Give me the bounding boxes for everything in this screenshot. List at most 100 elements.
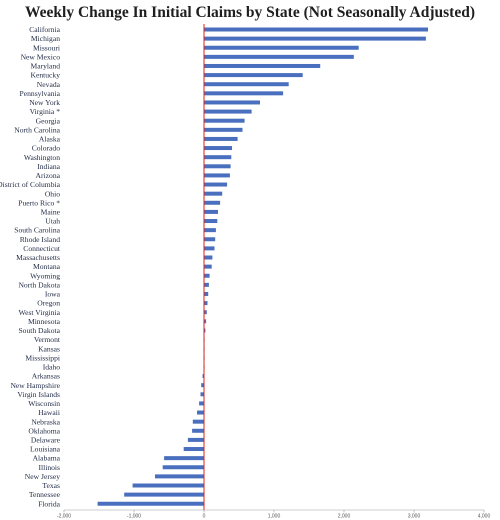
bar — [204, 310, 207, 315]
bar — [204, 63, 321, 68]
bar — [164, 456, 204, 461]
bar — [204, 228, 216, 233]
chart-title: Weekly Change In Initial Claims by State… — [25, 4, 475, 21]
category-label: Virginia * — [30, 107, 61, 116]
category-label: Maine — [41, 208, 61, 217]
category-label: Indiana — [37, 162, 60, 171]
bar — [204, 27, 428, 32]
bar — [192, 428, 204, 433]
bars-layer — [97, 27, 428, 506]
category-label: Puerto Rico * — [18, 198, 60, 207]
bar — [204, 200, 221, 205]
bar — [204, 146, 232, 151]
bar — [204, 136, 238, 141]
x-tick-label: 2,000 — [338, 514, 351, 520]
bar — [197, 410, 204, 415]
category-label: Minnesota — [28, 317, 61, 326]
bar — [204, 291, 209, 296]
bar — [204, 82, 289, 87]
category-label: Kansas — [38, 344, 60, 353]
x-tick-label: 3,000 — [408, 514, 421, 520]
category-label: Nebraska — [31, 417, 60, 426]
category-label: Oklahoma — [28, 426, 60, 435]
bar — [204, 246, 215, 251]
bar — [204, 328, 206, 333]
category-label: West Virginia — [19, 308, 61, 317]
category-label: California — [29, 25, 60, 34]
category-label: Tennessee — [29, 490, 61, 499]
category-label: Missouri — [33, 43, 60, 52]
bar — [204, 219, 218, 224]
bar — [204, 91, 284, 96]
category-label: Montana — [33, 262, 61, 271]
category-label: South Carolina — [14, 226, 60, 235]
bar — [204, 54, 354, 59]
category-label: South Dakota — [18, 326, 60, 335]
bar — [204, 273, 210, 278]
bar — [183, 447, 204, 452]
category-label: Ohio — [45, 189, 60, 198]
bar — [204, 109, 252, 114]
category-label: New York — [29, 98, 60, 107]
bar — [162, 465, 204, 470]
category-label: Florida — [38, 499, 61, 508]
category-label: Idaho — [43, 363, 60, 372]
category-label: Nevada — [37, 80, 61, 89]
category-label: Washington — [24, 153, 60, 162]
category-label: Utah — [45, 217, 60, 226]
bar — [204, 209, 218, 214]
x-tick-label: -1,000 — [127, 514, 141, 520]
category-label: Maryland — [30, 62, 60, 71]
bar — [192, 419, 204, 424]
bar — [204, 118, 245, 123]
bar — [204, 191, 223, 196]
category-label: Connecticut — [23, 244, 61, 253]
category-label: Louisiana — [30, 445, 61, 454]
bar — [204, 45, 359, 50]
x-tick-label: 4,000 — [478, 514, 491, 520]
category-label: Virgin Islands — [17, 390, 60, 399]
category-label: Rhode Island — [20, 235, 60, 244]
category-label: Oregon — [37, 299, 60, 308]
category-label: Alabama — [33, 454, 61, 463]
category-label: Pennsylvania — [20, 89, 61, 98]
category-label: Delaware — [31, 436, 61, 445]
category-label: Massachusetts — [16, 253, 60, 262]
category-label: New Hampshire — [10, 381, 60, 390]
bar — [204, 182, 228, 187]
category-label: Georgia — [36, 116, 61, 125]
bar — [199, 401, 204, 406]
category-label: Wisconsin — [28, 399, 60, 408]
category-label: New Mexico — [21, 52, 61, 61]
category-label: North Dakota — [18, 280, 60, 289]
bar — [204, 237, 216, 242]
x-tick-label: 0 — [203, 514, 206, 520]
category-label: Iowa — [45, 290, 61, 299]
category-label: Arkansas — [32, 372, 60, 381]
category-label: Arizona — [36, 171, 61, 180]
bar — [204, 301, 208, 306]
bar — [200, 392, 204, 397]
category-label: Kentucky — [30, 71, 60, 80]
category-label: Colorado — [32, 144, 60, 153]
category-label: Wyoming — [30, 271, 60, 280]
bar — [201, 383, 204, 388]
category-label: District of Columbia — [0, 180, 61, 189]
bar — [155, 474, 204, 479]
category-label: Texas — [42, 481, 60, 490]
bar — [204, 100, 260, 105]
x-tick-label: 1,000 — [268, 514, 281, 520]
bar — [204, 73, 303, 78]
category-label: Michigan — [31, 34, 60, 43]
category-label: Mississippi — [25, 353, 60, 362]
category-label: New Jersey — [25, 472, 60, 481]
category-label: Alaska — [39, 135, 61, 144]
category-label: Illinois — [38, 463, 60, 472]
bar — [204, 155, 232, 160]
bar — [204, 255, 213, 260]
bar — [187, 437, 204, 442]
bar — [204, 127, 243, 132]
category-label: Hawaii — [38, 408, 60, 417]
